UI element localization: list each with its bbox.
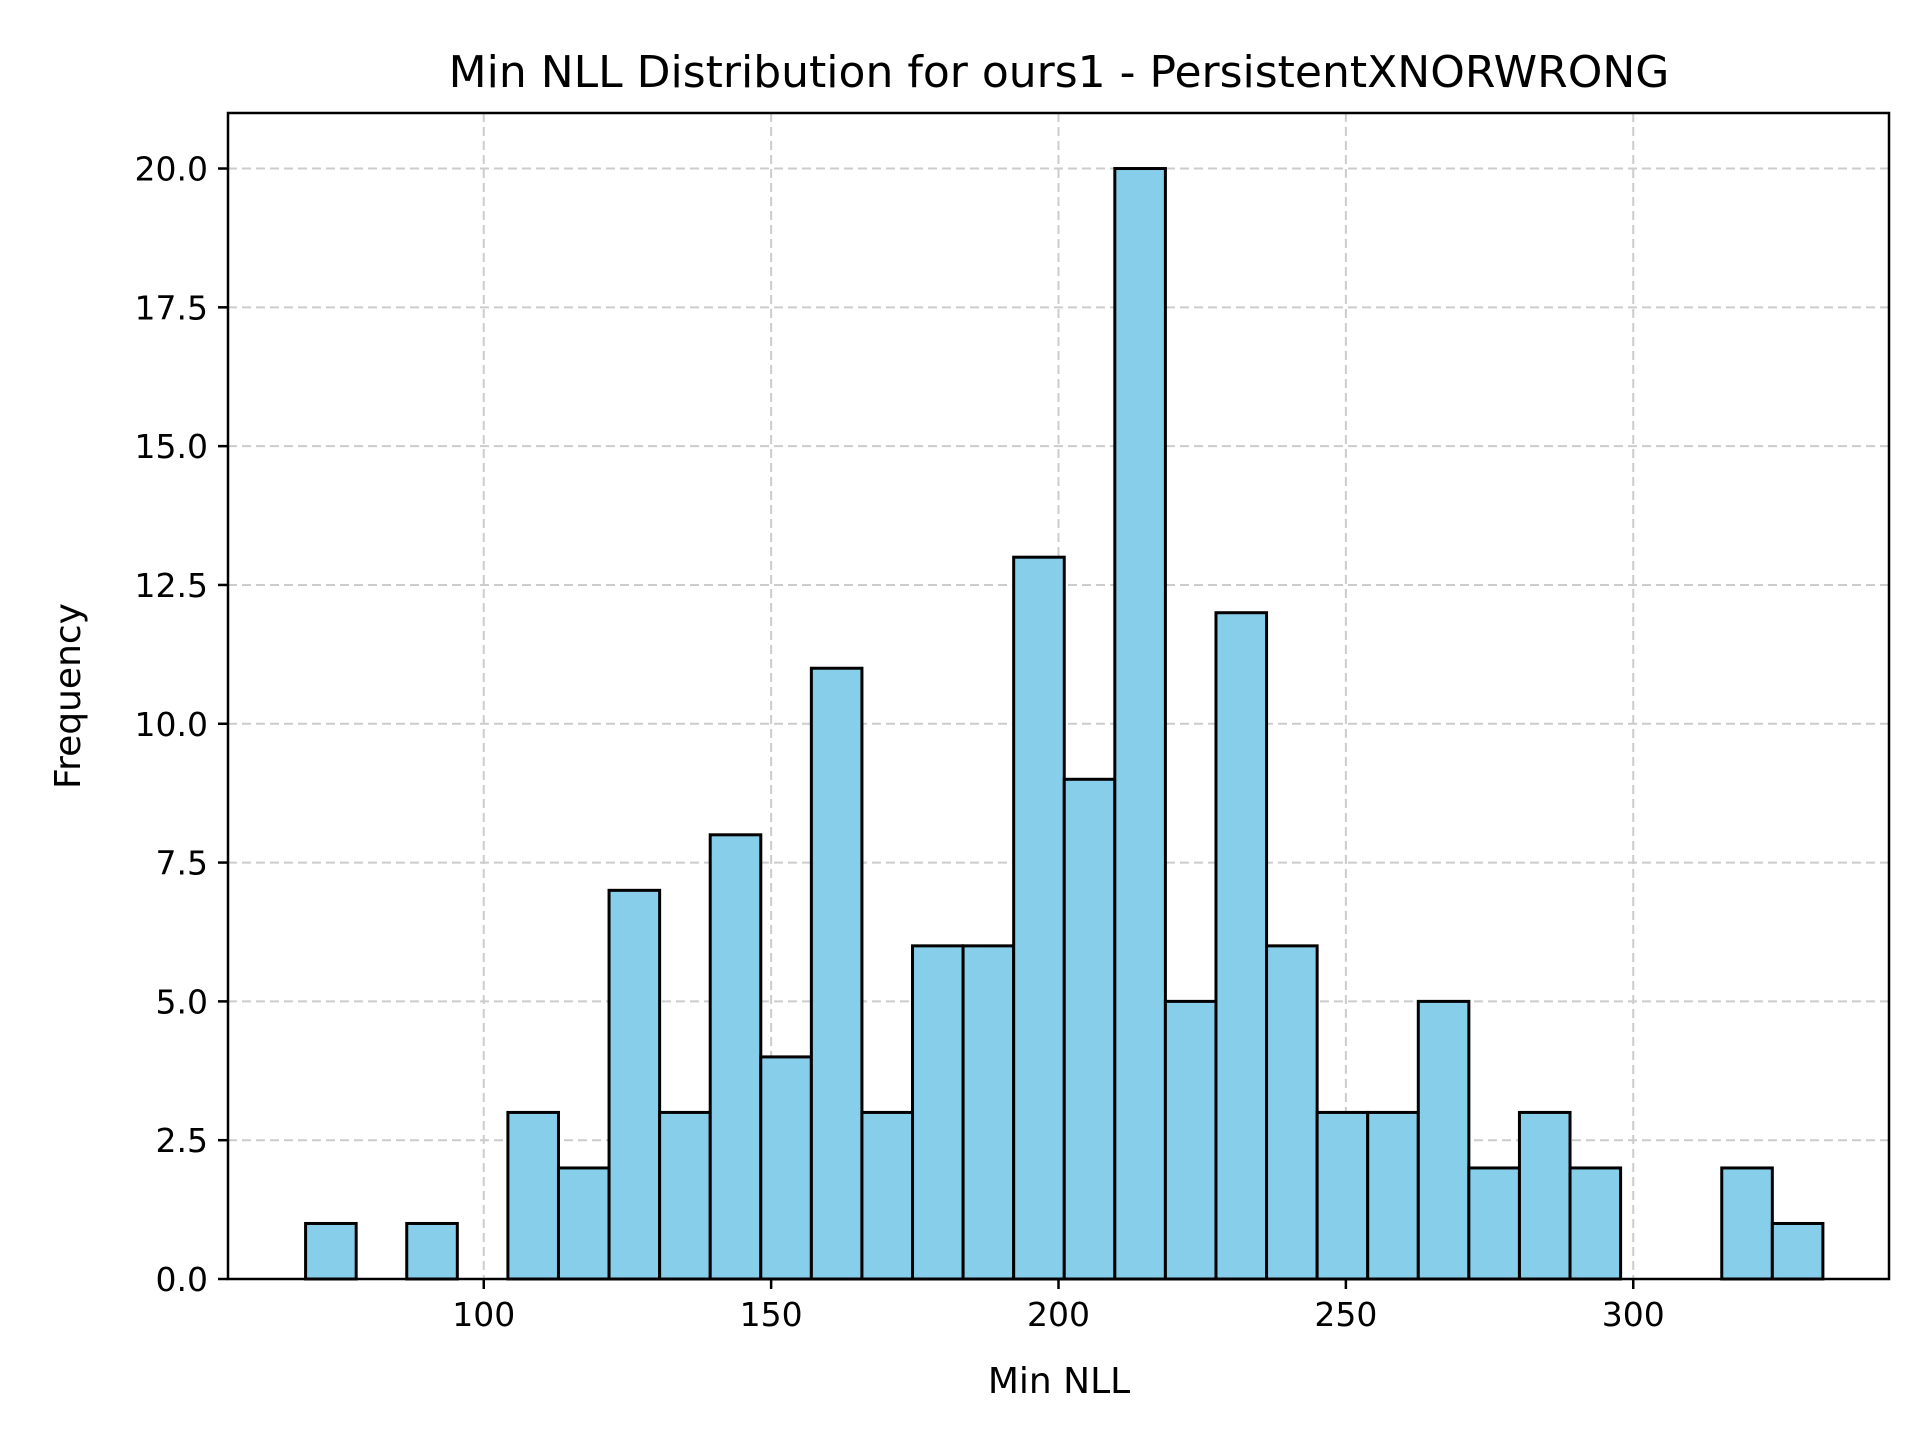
y-axis-ticks: 0.0 2.5 5.0 7.5 10.0 12.5 15.0 17.5 20.0: [135, 150, 228, 1299]
x-tick-label: 300: [1602, 1295, 1665, 1334]
x-tick-label: 250: [1314, 1295, 1377, 1334]
y-axis-label: Frequency: [48, 603, 89, 789]
x-axis-ticks: 100 150 200 250 300: [452, 1279, 1665, 1334]
chart-title: Min NLL Distribution for ours1 - Persist…: [449, 47, 1670, 98]
y-tick-label: 12.5: [135, 566, 208, 605]
y-tick-label: 10.0: [135, 705, 208, 744]
y-tick-label: 5.0: [156, 982, 208, 1021]
histogram-bar: [708, 833, 763, 1281]
y-tick-label: 7.5: [156, 844, 208, 883]
histogram-bar: [1163, 999, 1218, 1281]
histogram-bar: [1366, 1110, 1420, 1281]
histogram-bar: [658, 1110, 712, 1281]
histogram-bar: [405, 1221, 459, 1281]
y-tick-label: 2.5: [156, 1121, 208, 1160]
x-axis-label: Min NLL: [988, 1361, 1130, 1402]
x-tick-label: 150: [740, 1295, 803, 1334]
y-tick-label: 20.0: [135, 150, 208, 189]
histogram-bar: [1770, 1221, 1825, 1281]
x-tick-label: 100: [452, 1295, 515, 1334]
histogram-bar: [1568, 1166, 1623, 1281]
histogram-bar: [1467, 1166, 1521, 1281]
histogram-bar: [1265, 944, 1319, 1281]
histogram-bar: [1315, 1110, 1370, 1281]
histogram-bar: [1214, 611, 1269, 1281]
histogram-bar: [506, 1110, 560, 1281]
histogram-bar: [759, 1055, 813, 1281]
histogram-bar: [556, 1166, 611, 1281]
histogram-bar: [1517, 1110, 1572, 1281]
histogram-bar: [607, 888, 662, 1281]
histogram-bar: [809, 666, 864, 1281]
y-tick-label: 15.0: [135, 427, 208, 466]
histogram-bar: [1062, 777, 1117, 1281]
y-tick-label: 17.5: [135, 288, 208, 327]
histogram-bar: [1720, 1166, 1774, 1281]
histogram-bar: [1012, 555, 1066, 1281]
histogram-bars: [304, 167, 1825, 1281]
plot-frame: [226, 111, 1891, 1281]
histogram-bar: [1416, 999, 1471, 1281]
histogram-bar: [911, 944, 965, 1281]
y-tick-label: 0.0: [156, 1260, 208, 1299]
histogram-bar: [1113, 167, 1167, 1281]
histogram-bar: [961, 944, 1016, 1281]
histogram-bar: [860, 1110, 915, 1281]
x-tick-label: 200: [1027, 1295, 1090, 1334]
histogram-bar: [304, 1221, 358, 1281]
